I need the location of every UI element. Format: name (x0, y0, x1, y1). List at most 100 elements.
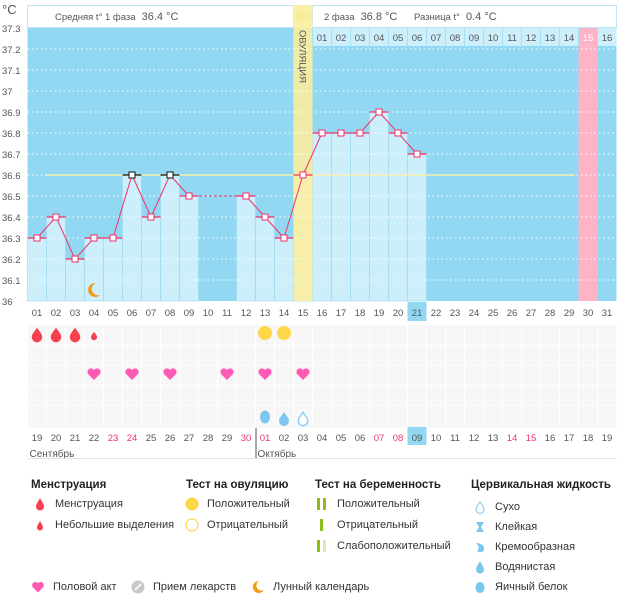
post-ovulation-day: 02 (336, 33, 347, 44)
cycle-day-label: 08 (165, 308, 176, 319)
legend-cervical-egg-white: Яичный белок (473, 580, 567, 594)
blood-drop-icon (31, 327, 43, 343)
one-line-icon (320, 519, 323, 531)
temperature-point (147, 213, 155, 221)
calendar-date: 24 (127, 433, 138, 444)
y-tick-label: 36 (2, 297, 13, 308)
calendar-date: 23 (108, 433, 119, 444)
egg-white-icon (260, 410, 270, 424)
phase1-value: 36.4 °C (142, 11, 179, 23)
temperature-line-segment (283, 174, 304, 239)
temperature-point (318, 129, 326, 137)
cycle-day-label: 30 (583, 308, 594, 319)
legend-label: Прием лекарств (153, 581, 237, 593)
heart-icon (220, 368, 234, 380)
legend-cervical-sticky: Клейкая (473, 520, 537, 534)
calendar-date: 19 (602, 433, 613, 444)
legend-pregnancy-positive: Положительный (315, 497, 420, 511)
calendar-date: 09 (412, 433, 423, 444)
heart-icon (296, 368, 310, 380)
y-tick-label: 36.9 (2, 108, 21, 119)
post-ovulation-day: 15 (583, 33, 594, 44)
temperature-point (356, 129, 364, 137)
calendar-date: 16 (545, 433, 556, 444)
legend-label: Положительный (207, 498, 290, 510)
calendar-date: 06 (355, 433, 366, 444)
legend-cervical-watery: Водянистая (473, 560, 555, 574)
calendar-date: 12 (469, 433, 480, 444)
heart-icon (32, 581, 44, 593)
post-ovulation-day: 08 (450, 33, 461, 44)
heart-icon (258, 368, 272, 380)
y-tick-label: 36.2 (2, 255, 21, 266)
temperature-chart: °C Средняя t° 1 фаза 36.4 °C 2 фаза 36.8… (2, 2, 617, 460)
calendar-date: 20 (51, 433, 62, 444)
legend-pregnancy-negative: Отрицательный (315, 518, 418, 532)
y-tick-label: 36.7 (2, 150, 21, 161)
heart-icon (163, 368, 177, 380)
today-highlight (407, 427, 427, 445)
calendar-date: 19 (32, 433, 43, 444)
cycle-day-label: 24 (469, 308, 480, 319)
post-ovulation-day: 14 (564, 33, 575, 44)
post-ovulation-day: 10 (488, 33, 499, 44)
calendar-date: 17 (564, 433, 575, 444)
cycle-day-label: 02 (51, 308, 62, 319)
legend-cervical-creamy: Кремообразная (473, 540, 575, 554)
temperature-point (413, 150, 421, 158)
cycle-day-label: 07 (146, 308, 157, 319)
cycle-day-label: 28 (545, 308, 556, 319)
cycle-day-label: 22 (431, 308, 442, 319)
cycle-day-label: 12 (241, 308, 252, 319)
calendar-date: 05 (336, 433, 347, 444)
temperature-point (299, 171, 307, 179)
calendar-date: 30 (241, 433, 252, 444)
y-tick-label: 37.1 (2, 66, 21, 77)
y-tick-label: 36.8 (2, 129, 21, 140)
cycle-day-label: 15 (298, 308, 309, 319)
temperature-bar (350, 132, 370, 302)
calendar-date: 26 (165, 433, 176, 444)
temperature-point (394, 129, 402, 137)
unit-label: °C (2, 2, 17, 17)
legend-ovulation-test-title: Тест на овуляцию (186, 479, 289, 491)
cycle-day-label: 29 (564, 308, 575, 319)
legend-label: Яичный белок (495, 581, 568, 593)
phase2-label: 2 фаза (324, 12, 355, 23)
diff-value: 0.4 °C (466, 11, 497, 23)
cycle-day-label: 25 (488, 308, 499, 319)
temperature-point (109, 234, 117, 242)
watery-drop-icon (279, 412, 289, 426)
ovulation-test-positive-icon (258, 326, 272, 340)
small-blood-drop-icon (91, 331, 98, 341)
legend-light-bleeding: Небольшие выделения (33, 518, 174, 532)
calendar-date: 14 (507, 433, 518, 444)
temperature-point (185, 192, 193, 200)
cycle-day-label: 01 (32, 308, 43, 319)
post-ovulation-day: 11 (507, 33, 517, 44)
legend-label: Слабоположительный (337, 540, 451, 552)
calendar-date: 18 (583, 433, 594, 444)
post-ovulation-day: 01 (317, 33, 328, 44)
month-label: Сентябрь (30, 448, 75, 460)
legend-cervical-dry: Сухо (473, 500, 520, 514)
temperature-line-segment (55, 216, 76, 260)
temperature-line-segment (302, 132, 323, 176)
temperature-bar (236, 195, 256, 302)
post-ovulation-day: 13 (545, 33, 556, 44)
legend-pregnancy-weak: Слабоположительный (315, 539, 451, 553)
y-tick-label: 36.5 (2, 192, 21, 203)
temperature-bar (84, 237, 104, 302)
calendar-rows: 19 20 21 22 23 24 25 26 27 28 29 30 01 02 03 04 05 06 07 08… (27, 325, 617, 460)
legend-label: Сухо (495, 501, 520, 513)
phase1-label: Средняя t° 1 фаза (55, 12, 136, 23)
dry-drop-icon (475, 501, 485, 514)
y-tick-label: 36.1 (2, 276, 21, 287)
post-ovulation-day: 04 (374, 33, 385, 44)
current-day-highlight (407, 302, 427, 321)
y-tick-label: 37 (2, 87, 13, 98)
cycle-day-label: 17 (336, 308, 347, 319)
temperature-bar (407, 153, 427, 302)
legend-label: Водянистая (495, 561, 556, 573)
